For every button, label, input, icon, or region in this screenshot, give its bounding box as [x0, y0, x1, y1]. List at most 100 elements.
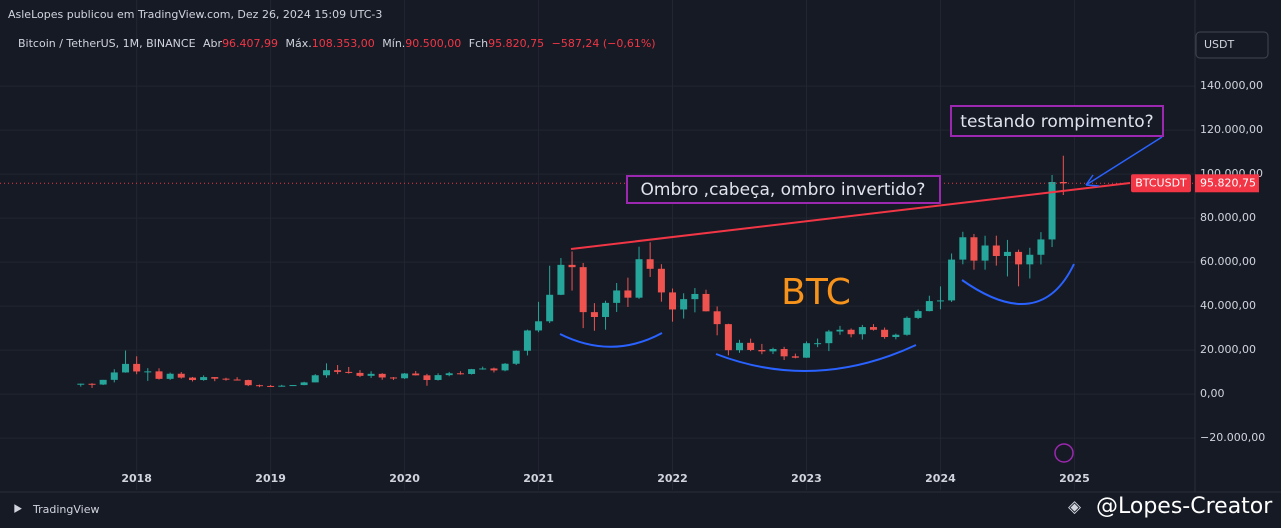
event-icon[interactable]: [1054, 443, 1074, 463]
candle-body: [992, 245, 1000, 256]
arrow: [1085, 136, 1163, 186]
candle-body: [892, 334, 900, 338]
candle-body: [211, 377, 219, 379]
candles: [0, 155, 1195, 388]
annotation-box: [626, 175, 941, 204]
arc: [559, 332, 663, 348]
arrow-head: [1085, 174, 1100, 187]
candle-body: [155, 371, 163, 379]
candle-body: [133, 363, 141, 372]
legend: Bitcoin / TetherUS, 1M, BINANCE Abr96.40…: [18, 37, 656, 50]
candle-body: [189, 377, 197, 381]
candle-body: [959, 237, 967, 260]
candle-body: [300, 382, 308, 386]
candle-body: [691, 293, 699, 300]
candle-body: [255, 385, 263, 387]
candle-body: [791, 356, 799, 358]
candle-body: [278, 385, 286, 387]
candle-body: [233, 379, 241, 381]
label: Abr: [203, 37, 223, 50]
price-tag: [1195, 174, 1259, 193]
candle-body: [1026, 254, 1034, 265]
candle-body: [356, 372, 364, 376]
candle-body: [177, 373, 185, 378]
candle-body: [200, 377, 208, 381]
candle-body: [602, 302, 610, 317]
candle-body: [88, 383, 96, 385]
candle-body: [981, 245, 989, 261]
y-tick-label: 80.000,00: [1200, 211, 1256, 224]
candle-body: [669, 292, 677, 310]
publisher: AsleLopes publicou em TradingView.com, D…: [8, 8, 382, 21]
x-tick-label: 2022: [657, 472, 688, 485]
candle-body: [568, 264, 576, 268]
y-tick-label: 0,00: [1200, 387, 1225, 400]
candle-body: [624, 290, 632, 298]
candle-body: [77, 383, 85, 385]
candle-body: [869, 327, 877, 330]
candle-body: [244, 380, 252, 386]
candle-body: [713, 311, 721, 325]
candle-body: [512, 350, 520, 364]
candle-body: [881, 329, 889, 338]
candle-body: [970, 237, 978, 261]
annotation-box: [950, 105, 1164, 137]
candle-body: [802, 343, 810, 358]
candle-body: [378, 373, 386, 378]
candle-body: [936, 300, 944, 302]
candle-body: [925, 301, 933, 312]
price-tag: [1131, 174, 1191, 193]
label: Fch: [469, 37, 488, 50]
candle-body: [546, 294, 554, 322]
candle-body: [1059, 181, 1067, 184]
price-tag-symbol: BTCUSDT: [1135, 176, 1187, 189]
x-tick-label: 2018: [121, 472, 152, 485]
candle-body: [557, 264, 565, 295]
candle-body: [680, 299, 688, 310]
value: 90.500,00: [405, 37, 461, 50]
candle-body: [412, 373, 420, 376]
arc: [715, 344, 917, 372]
currency-button[interactable]: [1195, 31, 1269, 59]
candle-body: [311, 375, 319, 383]
candle-body: [501, 363, 509, 371]
x-tick-label: 2025: [1059, 472, 1090, 485]
candle-body: [858, 327, 866, 335]
candle-body: [1003, 251, 1011, 256]
y-tick-label: 20.000,00: [1200, 343, 1256, 356]
symbol: Bitcoin / TetherUS, 1M, BINANCE: [18, 37, 196, 50]
candle-body: [490, 368, 498, 371]
x-tick-label: 2021: [523, 472, 554, 485]
candle-body: [99, 379, 107, 385]
candle-body: [535, 321, 543, 331]
author: @Lopes-Creator: [1096, 494, 1273, 519]
x-tick-label: 2024: [925, 472, 956, 485]
candle-body: [289, 385, 297, 387]
candle-body: [590, 312, 598, 317]
currency[interactable]: USDT: [1204, 38, 1235, 51]
candle-body: [948, 259, 956, 301]
candle-body: [724, 324, 732, 351]
candle-body: [836, 329, 844, 332]
y-tick-label: 60.000,00: [1200, 255, 1256, 268]
candle-body: [1037, 239, 1045, 255]
candle-body: [579, 267, 587, 313]
candle-body: [345, 371, 353, 373]
value: 108.353,00: [312, 37, 375, 50]
y-tick-label: 120.000,00: [1200, 123, 1263, 136]
candle-body: [322, 370, 330, 376]
candle-body: [222, 378, 230, 380]
grid: [0, 0, 1195, 490]
candle-body: [825, 331, 833, 344]
change: −587,24 (−0,61%): [552, 37, 656, 50]
candle-body: [334, 370, 342, 372]
candle-body: [780, 349, 788, 357]
candle-body: [166, 373, 174, 379]
candle-body: [1048, 181, 1056, 240]
candle-body: [814, 343, 822, 345]
candle-body: [1015, 251, 1023, 265]
candle-body: [769, 349, 777, 352]
candle-body: [702, 293, 710, 312]
y-tick-label: 40.000,00: [1200, 299, 1256, 312]
